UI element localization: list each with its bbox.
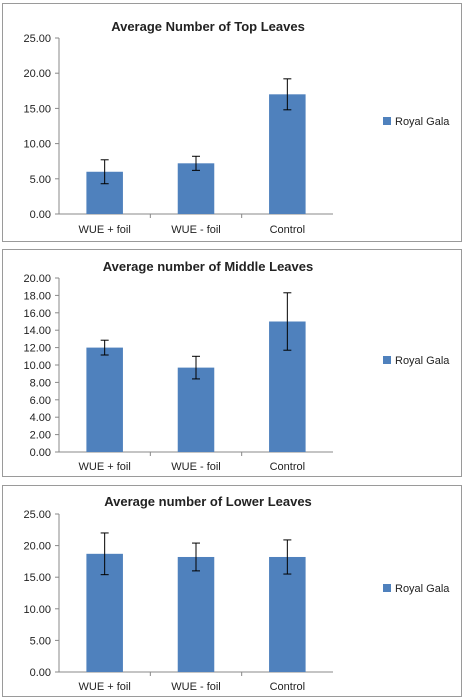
y-tick-label: 20.00 (23, 273, 51, 285)
bar (177, 556, 215, 672)
legend-label: Royal Gala (395, 355, 450, 367)
y-tick-label: 5.00 (30, 174, 51, 186)
chart-lower: Average number of Lower Leaves 0.00 5.00 10… (23, 494, 450, 693)
y-tick-label: 5.00 (30, 635, 51, 647)
bar (177, 163, 215, 214)
y-tick-label: 2.00 (30, 430, 51, 442)
x-category-label: WUE + foil (79, 681, 131, 693)
y-tick-label: 12.00 (23, 343, 51, 355)
y-tick-label: 15.00 (23, 103, 51, 115)
chart-panel-lower: Average number of Lower Leaves 0.00 5.00 10… (2, 485, 462, 697)
y-tick-label: 4.00 (30, 412, 51, 424)
y-tick-label: 8.00 (30, 377, 51, 389)
bar (269, 94, 306, 214)
chart-title: Average number of Lower Leaves (104, 494, 312, 509)
x-category-label: WUE - foil (171, 461, 221, 473)
x-category-label: Control (270, 224, 305, 236)
legend-swatch (383, 117, 391, 125)
chart-panel-top: Average Number of Top Leaves 0.00 5.00 10.0… (2, 3, 462, 242)
y-tick-label: 25.00 (23, 33, 51, 45)
y-tick-label: 0.00 (30, 447, 51, 459)
y-tick-label: 20.00 (23, 68, 51, 80)
x-category-label: WUE + foil (79, 461, 131, 473)
y-tick-label: 14.00 (23, 325, 51, 337)
x-category-label: Control (270, 461, 305, 473)
y-tick-label: 10.00 (23, 139, 51, 151)
legend-swatch (383, 356, 391, 364)
bar (269, 556, 306, 672)
y-tick-label: 16.00 (23, 308, 51, 320)
chart-title: Average Number of Top Leaves (111, 19, 305, 34)
y-tick-label: 10.00 (23, 360, 51, 372)
y-tick-label: 18.00 (23, 290, 51, 302)
y-tick-label: 15.00 (23, 572, 51, 584)
bar (86, 347, 123, 452)
y-tick-label: 6.00 (30, 395, 51, 407)
y-tick-label: 10.00 (23, 604, 51, 616)
chart-top: Average Number of Top Leaves 0.00 5.00 10.0… (23, 19, 450, 236)
legend-label: Royal Gala (395, 583, 450, 595)
chart-middle: Average number of Middle Leaves 0.00 2.00 4… (23, 259, 450, 473)
chart-panel-middle: Average number of Middle Leaves 0.00 2.00 4… (2, 249, 462, 477)
legend-label: Royal Gala (395, 116, 450, 128)
x-category-label: WUE - foil (171, 224, 221, 236)
y-tick-label: 0.00 (30, 667, 51, 679)
y-tick-label: 20.00 (23, 541, 51, 553)
x-category-label: WUE + foil (79, 224, 131, 236)
chart-title: Average number of Middle Leaves (103, 259, 313, 274)
x-category-label: WUE - foil (171, 681, 221, 693)
x-category-label: Control (270, 681, 305, 693)
bar (177, 367, 215, 452)
y-tick-label: 0.00 (30, 209, 51, 221)
y-tick-label: 25.00 (23, 509, 51, 521)
legend-swatch (383, 584, 391, 592)
